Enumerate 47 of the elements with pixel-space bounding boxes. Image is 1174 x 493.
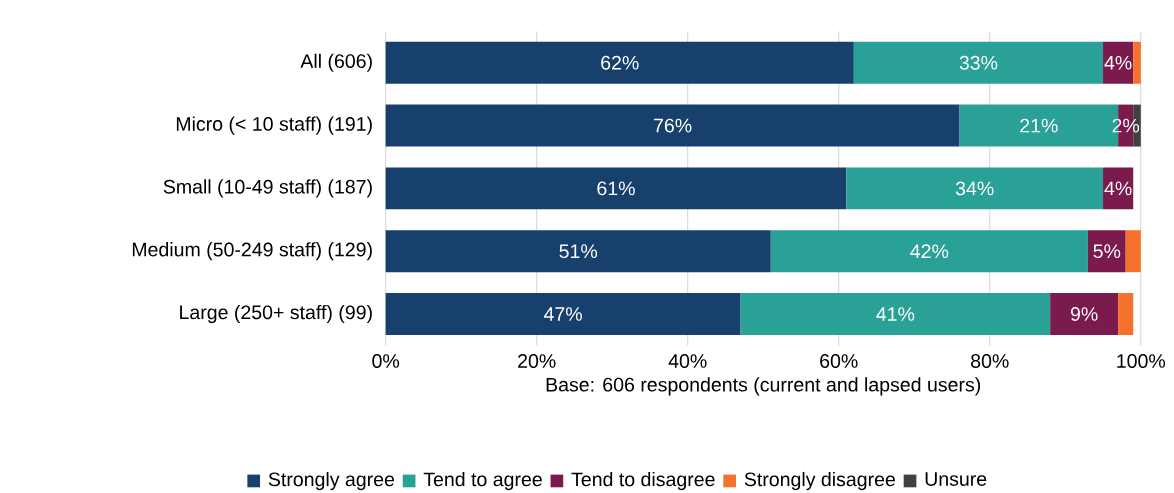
bar (1103, 41, 1134, 84)
bar (1050, 292, 1119, 335)
y-tick-label: All (606) (300, 53, 372, 72)
x-tick-label: 100% (1117, 353, 1166, 368)
bar (740, 292, 1051, 335)
x-tick-label: 60% (820, 353, 858, 368)
y-tick-label: Micro (< 10 staff) (191) (176, 116, 372, 135)
x-tick-label: 20% (518, 353, 556, 368)
x-tick-label: 80% (971, 353, 1009, 368)
bar (846, 167, 1104, 210)
bar (1133, 41, 1141, 84)
data-label: 62% (601, 55, 639, 70)
bar (770, 230, 1088, 273)
y-tick-label: Large (250+ staff) (99) (180, 304, 372, 323)
data-label: 76% (654, 118, 692, 133)
legend-label: Strongly disagree (744, 471, 895, 490)
y-tick-label: Medium (50-249 staff) (129) (132, 241, 372, 261)
bar (1125, 230, 1141, 273)
data-label: 61% (597, 181, 635, 196)
data-label: 42% (910, 244, 949, 258)
bar (1118, 292, 1134, 335)
bar (1087, 230, 1126, 273)
bar (385, 230, 771, 273)
bar (385, 104, 960, 147)
y-tick-label: Small (10-49 staff) (187) (163, 179, 372, 198)
legend-label: Unsure (925, 472, 987, 486)
legend-label: Strongly agree (268, 471, 395, 490)
data-label: 41% (876, 307, 915, 321)
x-tick-label: 40% (668, 353, 707, 368)
data-label: 21% (1020, 118, 1058, 133)
bar (853, 41, 1104, 84)
data-label: 4% (1104, 181, 1132, 196)
legend-label: Tend to disagree (571, 471, 715, 490)
data-label: 33% (959, 55, 998, 70)
bar (1103, 167, 1134, 210)
bar (385, 41, 854, 84)
data-label: 4% (1104, 55, 1132, 70)
data-label: 47% (544, 307, 582, 321)
bar (385, 167, 847, 210)
data-label: 34% (955, 181, 994, 196)
x-axis-title: Base: 606 respondents (current and lapsed users) (546, 377, 981, 396)
data-label: 5% (1093, 244, 1121, 258)
x-tick-label: 0% (372, 353, 400, 368)
data-label: 9% (1070, 306, 1098, 321)
data-label: 51% (559, 244, 598, 258)
legend-label: Tend to agree (423, 471, 542, 490)
bar (385, 292, 741, 335)
